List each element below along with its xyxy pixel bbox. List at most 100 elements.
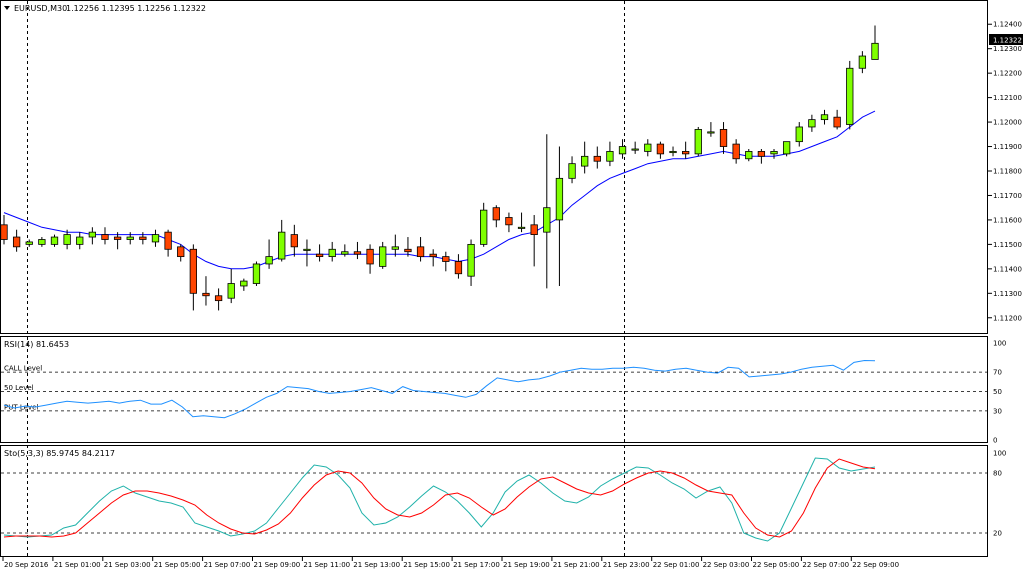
- candle: [871, 25, 879, 60]
- rsi-tick-label: 50: [993, 388, 1002, 396]
- candle: [177, 244, 185, 262]
- candle-body: [770, 151, 778, 155]
- candle-body: [732, 143, 740, 160]
- stoch-tick-label: 20: [993, 530, 1002, 538]
- stoch-signal-line: [3, 458, 876, 538]
- stoch-tick-label: 100: [993, 450, 1006, 458]
- candle-body: [429, 253, 437, 258]
- candle-body: [366, 248, 374, 265]
- candle-body: [177, 246, 185, 258]
- candle: [694, 126, 702, 157]
- candle: [732, 139, 740, 164]
- candle: [252, 261, 261, 286]
- candle: [214, 288, 223, 311]
- candle: [328, 241, 336, 262]
- candle-body: [63, 234, 71, 245]
- time-tick-label: 21 Sep 13:00: [353, 561, 400, 569]
- candle: [101, 227, 109, 245]
- candle-body: [543, 207, 551, 233]
- time-tick-label: 22 Sep 03:00: [703, 561, 750, 569]
- candle-body: [151, 234, 160, 243]
- candle: [858, 51, 867, 74]
- candle-body: [555, 177, 564, 221]
- candle-body: [189, 248, 197, 294]
- time-tick-label: 21 Sep 15:00: [403, 561, 450, 569]
- candle: [391, 234, 399, 257]
- price-tick-label: 1.12000: [993, 119, 1022, 127]
- candle-body: [50, 236, 59, 245]
- stoch-axis: 100 80 20: [993, 450, 1006, 538]
- candle-body: [568, 163, 576, 179]
- candle: [189, 244, 197, 311]
- candle-body: [694, 129, 702, 155]
- candle: [315, 244, 324, 262]
- price-tick-label: 1.11300: [993, 290, 1022, 298]
- candle: [38, 237, 46, 247]
- candle-body: [505, 217, 513, 226]
- candle-body: [858, 55, 867, 69]
- candle-body: [833, 116, 841, 128]
- candle: [480, 202, 488, 247]
- candle-body: [492, 207, 500, 221]
- candle: [505, 212, 513, 233]
- candle-body: [76, 236, 84, 245]
- candle: [682, 141, 690, 159]
- rsi-tick-label: 70: [993, 369, 1002, 377]
- candle: [454, 254, 463, 279]
- candle: [25, 239, 33, 247]
- candle-body: [618, 146, 627, 155]
- stoch-title: Sto(5,3,3) 85.9745 84.2117: [4, 449, 115, 458]
- time-tick-label: 21 Sep 03:00: [104, 561, 151, 569]
- time-tick-label: 21 Sep 05:00: [154, 561, 201, 569]
- stoch-main-line: [3, 457, 876, 542]
- candle-body: [214, 295, 223, 302]
- candle: [517, 212, 526, 233]
- candle: [644, 139, 652, 157]
- time-tick-label: 21 Sep 07:00: [204, 561, 251, 569]
- ohlc-readout: 1.12256 1.12395 1.12256 1.12322: [66, 4, 206, 13]
- candle: [126, 232, 134, 245]
- candle: [303, 239, 311, 267]
- candle: [12, 229, 21, 252]
- candlestick-series: [0, 25, 879, 311]
- stoch-tick-label: 80: [993, 470, 1002, 478]
- candle-body: [341, 251, 349, 255]
- candle: [227, 268, 235, 304]
- candle: [63, 229, 71, 250]
- candle: [846, 60, 854, 130]
- candle: [543, 134, 551, 289]
- candle-body: [328, 248, 336, 258]
- candle: [719, 122, 728, 154]
- rsi-tick-label: 30: [993, 407, 1002, 415]
- time-axis: 20 Sep 2016 21 Sep 01:00 21 Sep 03:00 21 Se…: [2, 557, 899, 569]
- rsi-tick-label: 0: [993, 437, 997, 445]
- candle: [606, 141, 614, 167]
- time-tick-label: 21 Sep 23:00: [603, 561, 650, 569]
- candle-body: [126, 236, 134, 240]
- candle-body: [265, 256, 273, 265]
- candle-body: [669, 151, 677, 154]
- candle-body: [88, 231, 97, 238]
- price-tick-label: 1.11200: [993, 314, 1022, 322]
- time-tick-label: 22 Sep 07:00: [802, 561, 849, 569]
- candle: [164, 229, 172, 257]
- candle-body: [353, 251, 362, 255]
- candle-body: [113, 236, 122, 240]
- triangle-down-icon[interactable]: [4, 6, 10, 10]
- candle-body: [101, 234, 109, 240]
- candle-body: [593, 155, 601, 162]
- candle-body: [581, 155, 589, 167]
- candle-body: [442, 256, 450, 262]
- price-tick-label: 1.12100: [993, 94, 1022, 102]
- price-tick-label: 1.11900: [993, 143, 1022, 151]
- candle-body: [202, 292, 210, 297]
- candle-body: [682, 151, 690, 155]
- time-tick-label: 20 Sep 2016: [4, 561, 49, 569]
- price-tick-label: 1.12300: [993, 45, 1022, 53]
- candle: [429, 249, 437, 267]
- price-tick-label: 1.12400: [993, 21, 1022, 29]
- candle: [88, 227, 97, 245]
- candle-body: [227, 283, 235, 299]
